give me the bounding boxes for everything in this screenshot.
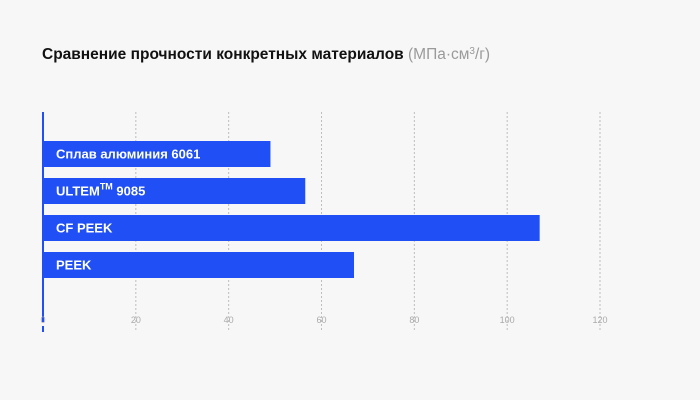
bar-label: CF PEEK — [56, 221, 113, 236]
x-tick-label: 0 — [40, 315, 45, 325]
bar-label: ULTEMTM 9085 — [56, 182, 145, 199]
chart-title: Сравнение прочности конкретных материало… — [42, 46, 490, 64]
chart-title-text: Сравнение прочности конкретных материало… — [42, 46, 404, 63]
bar — [43, 252, 354, 278]
x-tick-label: 60 — [316, 315, 326, 325]
x-tick-label: 80 — [409, 315, 419, 325]
bar-label: Сплав алюминия 6061 — [56, 147, 200, 162]
bars: Сплав алюминия 6061 ULTEMTM 9085 CF PEEK PE… — [43, 141, 540, 278]
bar-label: PEEK — [56, 258, 92, 273]
bar — [43, 215, 540, 241]
x-tick-label: 100 — [500, 315, 515, 325]
x-tick-label: 120 — [592, 315, 607, 325]
bar — [43, 141, 271, 167]
x-tick-label: 20 — [131, 315, 141, 325]
chart-unit: (МПа·см3/г) — [408, 46, 491, 63]
x-tick-labels: 0 20 40 60 80 100 120 — [40, 315, 607, 325]
bar — [43, 178, 306, 204]
x-tick-label: 40 — [224, 315, 234, 325]
